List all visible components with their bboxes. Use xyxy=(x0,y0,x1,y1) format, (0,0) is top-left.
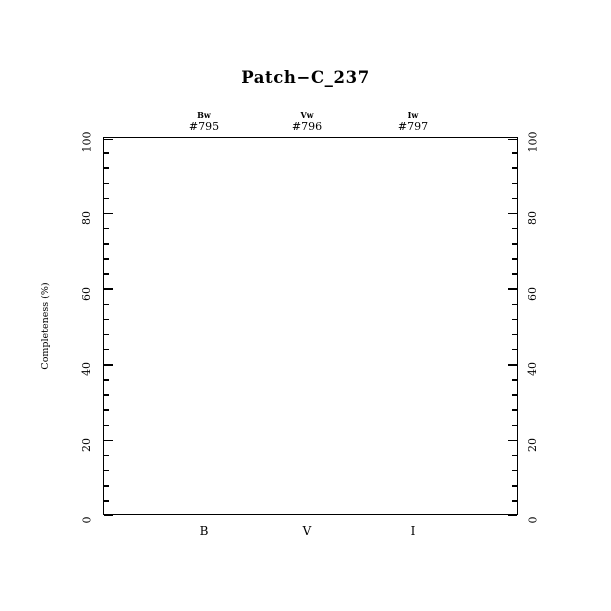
y-axis-tick-left-48 xyxy=(104,333,109,336)
y-axis-tick-right-84 xyxy=(512,197,517,200)
y-axis-tick-left-52 xyxy=(104,318,109,321)
y-axis-tick-left-92 xyxy=(104,167,109,169)
column-header-v-id: #796 xyxy=(291,120,323,133)
y-axis-tick-left-64 xyxy=(104,273,109,275)
y-axis-tick-right-88 xyxy=(512,182,517,185)
y-axis-tick-right-4 xyxy=(512,500,517,502)
y-axis-tick-left-36 xyxy=(104,379,109,381)
y-axis-tick-right-76 xyxy=(512,227,517,230)
y-axis-tick-left-56 xyxy=(104,303,109,306)
y-tick-label-0-left: 0 xyxy=(80,516,93,524)
y-axis-tick-left-72 xyxy=(104,243,109,245)
y-axis-tick-right-52 xyxy=(512,318,517,321)
y-axis-tick-left-8 xyxy=(104,485,109,487)
y-axis-tick-left-4 xyxy=(104,500,109,502)
y-axis-tick-right-92 xyxy=(512,167,517,169)
y-axis-tick-right-28 xyxy=(512,409,517,411)
y-axis-tick-right-36 xyxy=(512,379,517,381)
column-header-v-filter: Vw xyxy=(300,110,314,120)
y-tick-label-40-right: 40 xyxy=(526,362,539,376)
y-axis-tick-left-24 xyxy=(104,424,109,427)
y-axis-tick-right-32 xyxy=(512,394,517,396)
y-axis-tick-right-60 xyxy=(508,288,517,290)
y-tick-label-80-left: 80 xyxy=(80,211,93,225)
y-axis-tick-right-12 xyxy=(512,469,517,472)
y-axis-tick-left-12 xyxy=(104,469,109,472)
y-axis-tick-left-84 xyxy=(104,197,109,200)
y-tick-label-40-left: 40 xyxy=(80,362,93,376)
y-axis-tick-left-44 xyxy=(104,348,109,351)
y-axis-tick-right-72 xyxy=(512,243,517,245)
page-title: Patch−C_237 xyxy=(241,68,370,87)
y-tick-label-20-right: 20 xyxy=(526,438,539,452)
column-header-b: Bw #795 xyxy=(189,110,219,133)
x-category-label-b: B xyxy=(199,524,209,538)
y-axis-tick-right-68 xyxy=(512,258,517,260)
column-header-i-id: #797 xyxy=(397,120,429,133)
y-tick-label-80-right: 80 xyxy=(526,211,539,225)
column-header-b-id: #795 xyxy=(188,120,220,133)
y-axis-tick-left-68 xyxy=(104,258,109,260)
y-tick-label-60-left: 60 xyxy=(80,287,93,301)
y-tick-label-100-right: 100 xyxy=(526,131,539,153)
y-axis-tick-right-56 xyxy=(512,303,517,306)
column-header-b-filter: Bw xyxy=(197,110,211,120)
y-tick-label-60-right: 60 xyxy=(526,287,539,301)
y-axis-tick-left-100 xyxy=(104,138,113,140)
x-category-label-v: V xyxy=(302,524,312,538)
y-axis-tick-right-96 xyxy=(512,152,517,154)
y-axis-tick-right-20 xyxy=(508,439,517,442)
y-axis-tick-left-28 xyxy=(104,409,109,411)
y-axis-tick-left-16 xyxy=(104,454,109,457)
y-axis-tick-right-8 xyxy=(512,485,517,487)
y-tick-label-20-left: 20 xyxy=(80,438,93,452)
plot-area xyxy=(104,138,517,516)
y-axis-tick-right-64 xyxy=(512,273,517,275)
column-header-i-filter: Iw xyxy=(407,110,419,120)
y-axis-tick-left-32 xyxy=(104,394,109,396)
y-axis-tick-right-100 xyxy=(508,138,517,140)
y-axis-tick-left-80 xyxy=(104,212,113,215)
y-axis-tick-right-40 xyxy=(508,364,517,366)
y-axis-tick-left-76 xyxy=(104,227,109,230)
y-axis-tick-right-16 xyxy=(512,454,517,457)
y-axis-tick-right-24 xyxy=(512,424,517,427)
y-axis-tick-right-0 xyxy=(508,514,517,516)
y-tick-label-0-right: 0 xyxy=(526,516,539,524)
y-axis-tick-left-88 xyxy=(104,182,109,185)
y-axis-tick-left-96 xyxy=(104,152,109,154)
y-axis-tick-left-40 xyxy=(104,364,113,366)
y-axis-tick-left-60 xyxy=(104,288,113,290)
column-header-i: Iw #797 xyxy=(398,110,428,133)
y-axis-tick-left-20 xyxy=(104,439,113,442)
y-axis-tick-left-0 xyxy=(104,514,113,516)
x-category-label-i: I xyxy=(410,524,416,538)
y-axis-tick-right-44 xyxy=(512,348,517,351)
column-header-v: Vw #796 xyxy=(292,110,322,133)
plot-frame xyxy=(103,137,518,516)
y-tick-label-100-left: 100 xyxy=(80,131,93,153)
y-axis-tick-right-48 xyxy=(512,333,517,336)
y-axis-title: Completeness (%) xyxy=(40,282,51,370)
y-axis-tick-right-80 xyxy=(508,212,517,215)
